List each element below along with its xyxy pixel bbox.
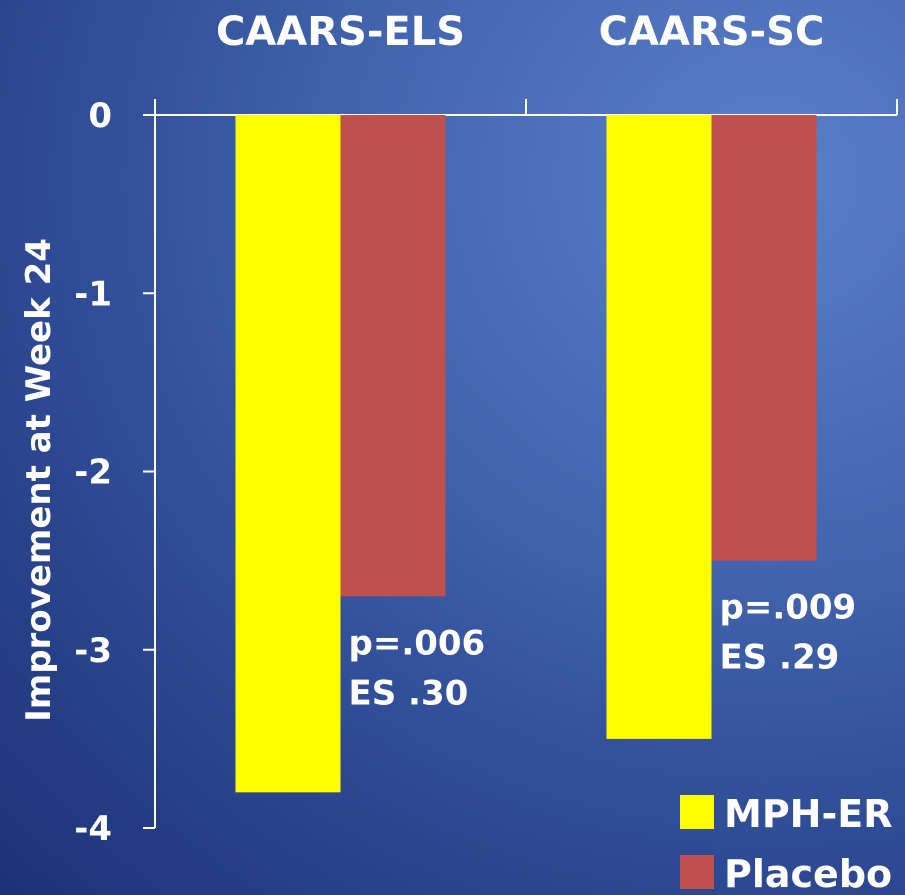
bars: [235, 115, 817, 793]
annotations: p=.006 ES .30 p=.009 ES .29: [349, 588, 857, 714]
category-label: CAARS-ELS: [216, 9, 465, 55]
legend-swatch: [680, 855, 714, 889]
annotation-text: p=.006: [349, 623, 486, 663]
annotation-text: ES .30: [349, 673, 469, 713]
y-tick-label: -1: [74, 274, 112, 314]
legend-label: Placebo: [724, 852, 892, 895]
y-ticks: 0 -1 -2 -3 -4: [74, 96, 155, 849]
legend: MPH-ER Placebo: [680, 792, 892, 895]
category-labels: CAARS-ELS CAARS-SC: [216, 9, 824, 55]
legend-swatch: [680, 795, 714, 829]
annotation-text: ES .29: [720, 638, 840, 678]
bar-placebo-1: [711, 115, 817, 561]
y-tick-label: 0: [88, 96, 112, 136]
category-label: CAARS-SC: [599, 9, 825, 55]
y-tick-label: -4: [74, 809, 112, 849]
bar-placebo-0: [340, 115, 446, 597]
bar-mph-er-1: [606, 115, 712, 739]
legend-label: MPH-ER: [724, 792, 892, 836]
y-tick-label: -3: [74, 631, 112, 671]
y-tick-label: -2: [74, 453, 112, 493]
category-dividers: [154, 99, 898, 115]
bar-mph-er-0: [235, 115, 341, 793]
y-axis-label: Improvement at Week 24: [19, 238, 59, 722]
annotation-text: p=.009: [720, 588, 857, 628]
